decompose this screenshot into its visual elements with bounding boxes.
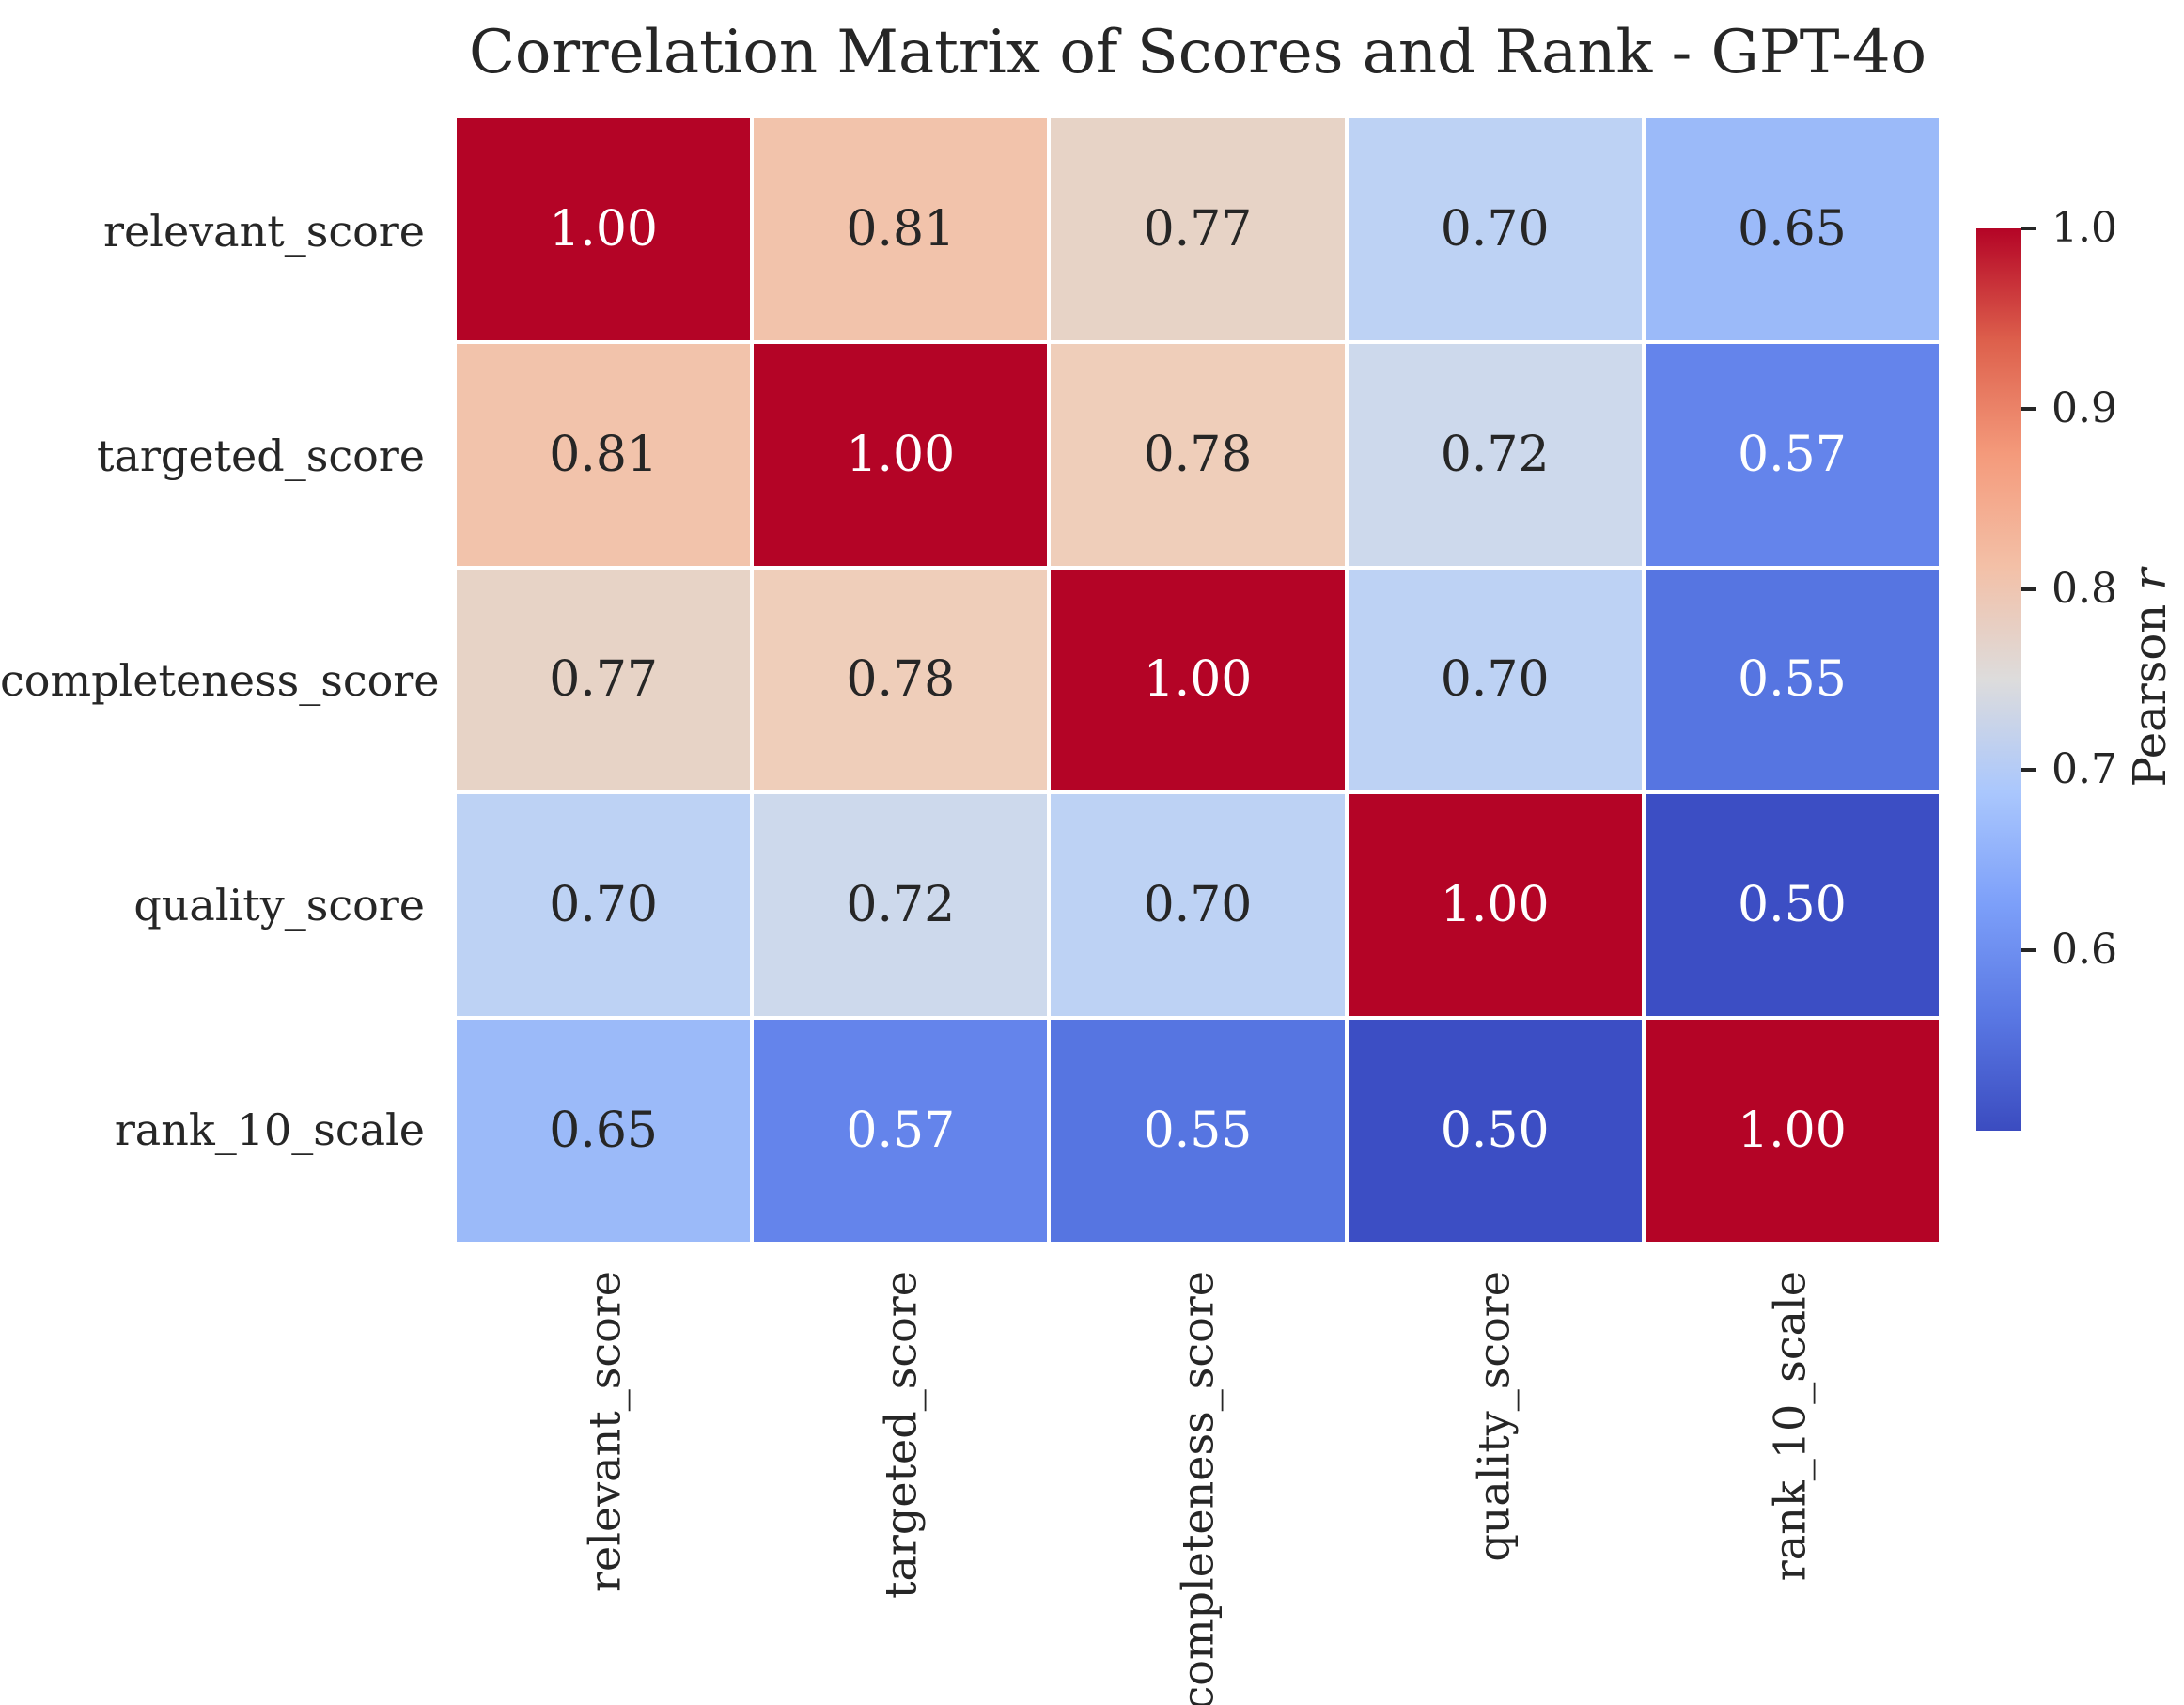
- colorbar-tick-label: 0.6: [2051, 926, 2117, 974]
- colorbar-tick-mark: [2021, 948, 2036, 952]
- x-tick-label: quality_score: [1468, 1271, 1520, 1562]
- chart-title: Correlation Matrix of Scores and Rank - …: [468, 18, 1927, 87]
- colorbar-axis-label: Pearson r: [2124, 568, 2176, 791]
- y-tick-label: targeted_score: [97, 430, 425, 481]
- heatmap-cell: 0.78: [1051, 343, 1345, 566]
- cell-value: 0.65: [549, 1103, 658, 1160]
- heatmap-cell: 0.65: [457, 1020, 751, 1242]
- cell-value: 0.70: [1143, 877, 1253, 934]
- x-tick-label: targeted_score: [875, 1271, 927, 1599]
- heatmap-cell: 0.55: [1051, 1020, 1345, 1242]
- cell-value: 0.50: [1738, 877, 1847, 934]
- heatmap-cell: 0.70: [1348, 118, 1642, 340]
- colorbar-label-text: Pearson r: [2124, 568, 2176, 788]
- heatmap-cell: 1.00: [754, 343, 1048, 566]
- cell-value: 0.78: [846, 651, 956, 709]
- cell-value: 0.70: [549, 877, 658, 934]
- cell-value: 0.57: [1738, 426, 1847, 483]
- cell-value: 0.70: [1440, 651, 1550, 709]
- heatmap-cell: 0.70: [1051, 794, 1345, 1017]
- heatmap-cell: 0.50: [1348, 1020, 1642, 1242]
- cell-value: 1.00: [549, 200, 658, 258]
- cell-value: 0.77: [549, 651, 658, 709]
- heatmap-cell: 1.00: [457, 118, 751, 340]
- y-tick-label: rank_10_scale: [114, 1103, 425, 1155]
- y-tick-label: relevant_score: [103, 205, 425, 257]
- x-tick-label: relevant_score: [579, 1271, 631, 1592]
- heatmap-cell: 0.77: [1051, 118, 1345, 340]
- cell-value: 0.81: [846, 200, 956, 258]
- heatmap-cell: 1.00: [1348, 794, 1642, 1017]
- colorbar-tick-label: 0.8: [2051, 565, 2117, 613]
- heatmap-cell: 0.72: [754, 794, 1048, 1017]
- colorbar-tick-mark: [2021, 407, 2036, 411]
- colorbar-tick-label: 0.9: [2051, 384, 2117, 432]
- cell-value: 0.72: [1440, 426, 1550, 483]
- cell-value: 0.81: [549, 426, 658, 483]
- heatmap-cell: 1.00: [1051, 569, 1345, 791]
- cell-value: 0.77: [1143, 200, 1253, 258]
- heatmap-cell: 0.70: [457, 794, 751, 1017]
- cell-value: 1.00: [846, 426, 956, 483]
- colorbar-tick-label: 0.7: [2051, 745, 2117, 793]
- colorbar-tick-mark: [2021, 768, 2036, 772]
- cell-value: 1.00: [1143, 651, 1253, 709]
- y-tick-label: completeness_score: [0, 654, 440, 706]
- heatmap-cell: 0.50: [1645, 794, 1939, 1017]
- heatmap-cell: 0.57: [754, 1020, 1048, 1242]
- heatmap-cell: 0.72: [1348, 343, 1642, 566]
- cell-value: 0.78: [1143, 426, 1253, 483]
- cell-value: 1.00: [1738, 1103, 1847, 1160]
- colorbar-tick-mark: [2021, 587, 2036, 591]
- y-tick-label: quality_score: [133, 879, 425, 931]
- colorbar-gradient: [1976, 228, 2021, 1131]
- x-tick-label: rank_10_scale: [1765, 1271, 1816, 1582]
- heatmap-cell: 0.70: [1348, 569, 1642, 791]
- heatmap-cell: 0.81: [754, 118, 1048, 340]
- heatmap-cell: 1.00: [1645, 1020, 1939, 1242]
- cell-value: 0.50: [1440, 1103, 1550, 1160]
- heatmap-cell: 0.57: [1645, 343, 1939, 566]
- cell-value: 0.55: [1738, 651, 1847, 709]
- colorbar-tick-label: 1.0: [2051, 204, 2117, 252]
- cell-value: 1.00: [1440, 877, 1550, 934]
- colorbar-tick-mark: [2021, 227, 2036, 230]
- heatmap-cell: 0.81: [457, 343, 751, 566]
- heatmap-cell: 0.77: [457, 569, 751, 791]
- heatmap-cell: 0.65: [1645, 118, 1939, 340]
- cell-value: 0.57: [846, 1103, 956, 1160]
- cell-value: 0.55: [1143, 1103, 1253, 1160]
- x-tick-label: completeness_score: [1172, 1271, 1224, 1705]
- cell-value: 0.70: [1440, 200, 1550, 258]
- heatmap-cell: 0.78: [754, 569, 1048, 791]
- cell-value: 0.72: [846, 877, 956, 934]
- cell-value: 0.65: [1738, 200, 1847, 258]
- heatmap-cell: 0.55: [1645, 569, 1939, 791]
- heatmap-grid: 1.00 0.81 0.77 0.70 0.65 0.81 1.00 0.78 0.72 0.57…: [457, 118, 1939, 1242]
